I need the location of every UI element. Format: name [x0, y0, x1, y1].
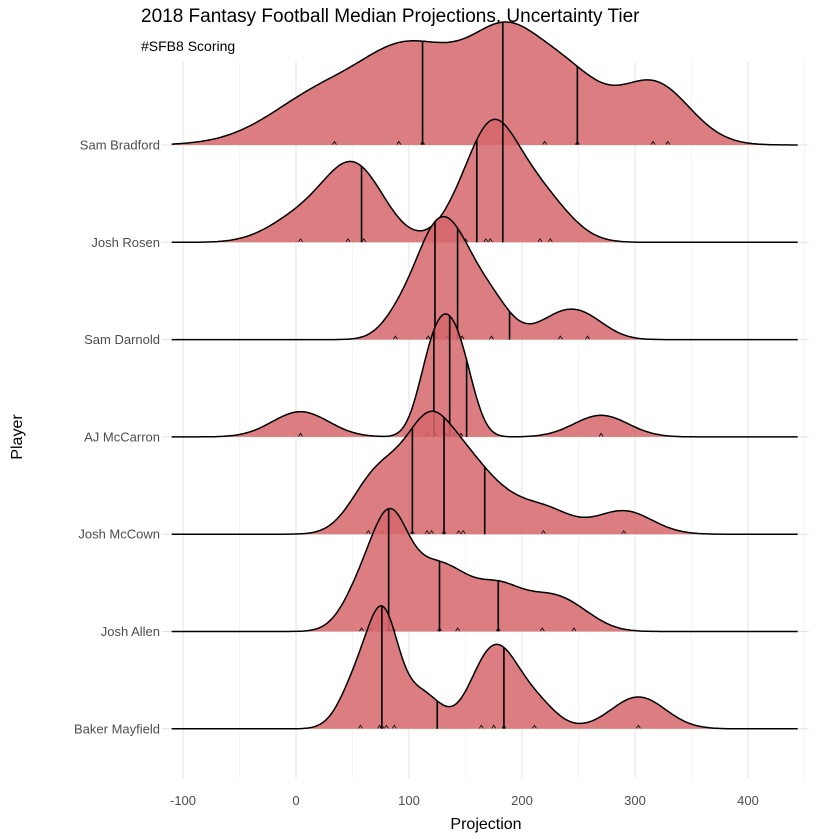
data-point-mark [379, 724, 385, 729]
data-point-mark [532, 724, 537, 729]
data-point-mark [429, 529, 434, 534]
data-point-mark [489, 335, 494, 340]
x-tick-label: 0 [292, 793, 299, 808]
data-point-mark [460, 529, 466, 534]
data-point-mark [571, 627, 577, 632]
data-point-mark [345, 238, 351, 243]
data-point-mark [425, 335, 431, 340]
data-point-mark [365, 529, 371, 534]
ridge-sam-darnold [171, 215, 799, 341]
x-tick-label: 300 [624, 793, 646, 808]
data-point-mark [298, 432, 303, 437]
ridge-area [171, 508, 799, 632]
ridge-josh-mccown [171, 410, 799, 535]
data-point-mark [585, 335, 590, 340]
data-point-mark [361, 238, 367, 243]
data-point-mark [332, 140, 337, 145]
data-point-mark [359, 627, 364, 632]
y-axis-title: Player [9, 414, 26, 460]
y-tick-label: Sam Bradford [80, 138, 160, 153]
data-point-mark [491, 724, 497, 729]
y-tick-label: Baker Mayfield [74, 721, 160, 736]
ridge-josh-rosen [171, 118, 799, 244]
data-point-mark [424, 529, 430, 534]
ridge-outline [171, 507, 798, 633]
data-point-mark [598, 432, 604, 437]
data-point-mark [298, 238, 303, 243]
data-point-mark [542, 140, 547, 145]
ridge-baker-mayfield [171, 605, 799, 730]
ridge-outline [171, 605, 798, 730]
data-point-mark [488, 238, 493, 243]
data-point-mark [410, 529, 415, 534]
data-point-mark [456, 529, 462, 534]
data-point-mark [575, 140, 580, 145]
ridge-area [171, 119, 799, 243]
y-tick-label: Josh McCown [78, 527, 160, 542]
chart-title: 2018 Fantasy Football Median Projections… [141, 6, 640, 27]
data-point-mark [650, 140, 656, 145]
x-tick-label: 200 [511, 793, 533, 808]
data-point-mark [391, 724, 397, 729]
ridge-area [171, 216, 799, 340]
data-point-mark [547, 238, 553, 243]
data-point-mark [420, 140, 425, 145]
data-point-mark [358, 724, 363, 729]
x-axis-title: Projection [450, 816, 521, 833]
x-tick-label: 100 [398, 793, 420, 808]
ridge-area [171, 22, 799, 145]
data-point-mark [478, 724, 484, 729]
data-point-mark [455, 627, 460, 632]
data-point-mark [636, 724, 641, 729]
axis-layer: -100 0 100 200 300 400 Sam Bradford Josh Rosen S… [74, 138, 759, 809]
ridge-outline [171, 313, 798, 438]
ridge-outline [171, 21, 798, 146]
ridge-outline [171, 410, 798, 535]
x-tick-label: -100 [170, 793, 196, 808]
ridge-area [171, 605, 799, 729]
data-point-mark [437, 627, 442, 632]
data-point-mark [665, 140, 671, 145]
ridge-outline [171, 118, 798, 244]
data-point-mark [558, 335, 563, 340]
ridge-layer [171, 21, 799, 730]
data-point-mark [393, 335, 398, 340]
data-point-mark [483, 238, 489, 243]
x-tick-label: 400 [737, 793, 759, 808]
data-point-mark [540, 627, 545, 632]
data-point-mark [384, 724, 389, 729]
y-tick-label: Sam Darnold [84, 332, 160, 347]
ridge-outline [171, 215, 798, 341]
data-point-mark [396, 140, 402, 145]
ridge-josh-allen [171, 507, 799, 633]
data-point-mark [537, 238, 543, 243]
y-tick-label: AJ McCarron [84, 429, 160, 444]
data-point-mark [621, 529, 627, 534]
data-point-mark [495, 627, 501, 632]
data-point-mark [501, 724, 507, 729]
chart-subtitle: #SFB8 Scoring [141, 38, 236, 54]
data-point-mark [441, 529, 447, 534]
y-tick-label: Josh Rosen [91, 235, 160, 250]
data-point-mark [541, 529, 546, 534]
y-tick-label: Josh Allen [101, 624, 160, 639]
